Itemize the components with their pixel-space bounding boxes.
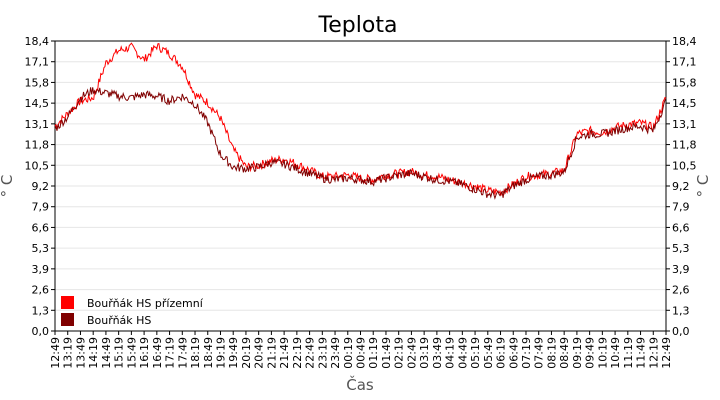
y-tick-label-right: 0,0 (672, 325, 690, 338)
y-tick-label-right: 6,6 (672, 221, 690, 234)
x-tick-label: 03:49 (431, 337, 444, 369)
y-tick-label: 3,9 (32, 263, 50, 276)
x-tick-label: 17:49 (176, 337, 189, 369)
x-tick-label: 10:19 (596, 337, 609, 369)
x-tick-label: 07:19 (520, 337, 533, 369)
y-tick-label: 6,6 (32, 221, 50, 234)
y-axis-right: 0,0 1,3 2,6 3,9 5,3 6,6 7,9 9,2 10,5 11,8 13,1 14,5… (666, 35, 697, 338)
x-tick-label: 06:19 (495, 337, 508, 369)
x-tick-label: 23:49 (329, 337, 342, 369)
x-tick-label: 11:49 (635, 337, 648, 369)
y-tick-label: 10,5 (25, 159, 50, 172)
x-tick-label: 16:49 (151, 337, 164, 369)
y-tick-label-right: 13,1 (672, 118, 697, 131)
y-tick-label-right: 2,6 (672, 284, 690, 297)
x-tick-label: 15:19 (113, 337, 126, 369)
y-tick-label-right: 7,9 (672, 201, 690, 214)
legend: Bouřňák HS přízemní Bouřňák HS (61, 296, 204, 327)
x-tick-label: 22:49 (304, 337, 317, 369)
x-tick-label: 17:19 (164, 337, 177, 369)
series-line-1 (54, 42, 667, 196)
x-axis-label: Čas (346, 375, 374, 394)
x-tick-label: 12:19 (647, 337, 660, 369)
y-tick-label: 7,9 (32, 201, 50, 214)
y-tick-label: 17,1 (25, 56, 50, 69)
x-tick-label: 22:19 (291, 337, 304, 369)
x-tick-label: 02:19 (393, 337, 406, 369)
x-tick-label: 09:19 (571, 337, 584, 369)
x-tick-label: 05:19 (469, 337, 482, 369)
y-tick-label: 18,4 (25, 35, 50, 48)
x-tick-label: 21:49 (278, 337, 291, 369)
y-tick-label: 15,8 (25, 76, 50, 89)
series-layer (54, 42, 667, 200)
x-tick-label: 23:19 (316, 337, 329, 369)
y-tick-label-right: 11,8 (672, 139, 697, 152)
x-tick-label: 14:19 (87, 337, 100, 369)
x-tick-label: 20:49 (253, 337, 266, 369)
x-tick-label: 18:49 (202, 337, 215, 369)
x-tick-label: 19:49 (227, 337, 240, 369)
y-tick-label: 14,5 (25, 97, 50, 110)
grid (55, 61, 666, 311)
legend-swatch (61, 296, 74, 309)
y-tick-label: 9,2 (32, 180, 50, 193)
x-tick-label: 19:19 (214, 337, 227, 369)
x-tick-label: 00:49 (355, 337, 368, 369)
y-tick-label: 13,1 (25, 118, 50, 131)
x-tick-label: 16:19 (138, 337, 151, 369)
x-tick-label: 06:49 (507, 337, 520, 369)
x-tick-label: 02:49 (405, 337, 418, 369)
x-tick-label: 01:19 (367, 337, 380, 369)
y-tick-label-right: 18,4 (672, 35, 697, 48)
x-tick-label: 04:49 (456, 337, 469, 369)
x-tick-label: 13:49 (74, 337, 87, 369)
series-line-2 (54, 87, 667, 200)
y-tick-label: 11,8 (25, 139, 50, 152)
x-tick-label: 01:49 (380, 337, 393, 369)
x-tick-label: 21:19 (265, 337, 278, 369)
x-tick-label: 07:49 (533, 337, 546, 369)
y-axis-label-left: ° C (0, 175, 16, 198)
x-tick-label: 13:19 (62, 337, 75, 369)
x-tick-label: 09:49 (584, 337, 597, 369)
legend-label: Bouřňák HS (87, 314, 151, 327)
x-tick-label: 12:49 (660, 337, 673, 369)
x-tick-label: 18:19 (189, 337, 202, 369)
y-tick-label-right: 3,9 (672, 263, 690, 276)
y-tick-label: 5,3 (32, 242, 50, 255)
chart-title: Teplota (318, 13, 398, 38)
legend-label: Bouřňák HS přízemní (87, 297, 204, 310)
y-tick-label: 2,6 (32, 284, 50, 297)
x-tick-label: 11:19 (622, 337, 635, 369)
x-tick-label: 04:19 (444, 337, 457, 369)
y-tick-label-right: 10,5 (672, 159, 697, 172)
x-tick-label: 08:49 (558, 337, 571, 369)
y-tick-label-right: 5,3 (672, 242, 690, 255)
y-tick-label-right: 9,2 (672, 180, 690, 193)
x-tick-label: 20:19 (240, 337, 253, 369)
x-tick-label: 00:19 (342, 337, 355, 369)
y-tick-label-right: 1,3 (672, 304, 690, 317)
x-tick-label: 10:49 (609, 337, 622, 369)
x-tick-label: 05:49 (482, 337, 495, 369)
x-tick-label: 03:19 (418, 337, 431, 369)
y-axis-left: 0,0 1,3 2,6 3,9 5,3 6,6 7,9 9,2 10,5 11,8 13,1 14,5… (25, 35, 55, 338)
x-tick-label: 12:49 (49, 337, 62, 369)
y-tick-label-right: 15,8 (672, 76, 697, 89)
x-tick-label: 08:19 (545, 337, 558, 369)
y-tick-label-right: 17,1 (672, 56, 697, 69)
x-tick-label: 14:49 (100, 337, 113, 369)
x-tick-label: 15:49 (125, 337, 138, 369)
x-axis: 12:49 13:19 13:49 14:19 14:49 15:19 15:49 16:19… (49, 331, 673, 369)
y-tick-label: 1,3 (32, 304, 50, 317)
legend-swatch (61, 313, 74, 326)
y-axis-label-right: ° C (694, 175, 712, 198)
y-tick-label: 0,0 (32, 325, 50, 338)
y-tick-label-right: 14,5 (672, 97, 697, 110)
